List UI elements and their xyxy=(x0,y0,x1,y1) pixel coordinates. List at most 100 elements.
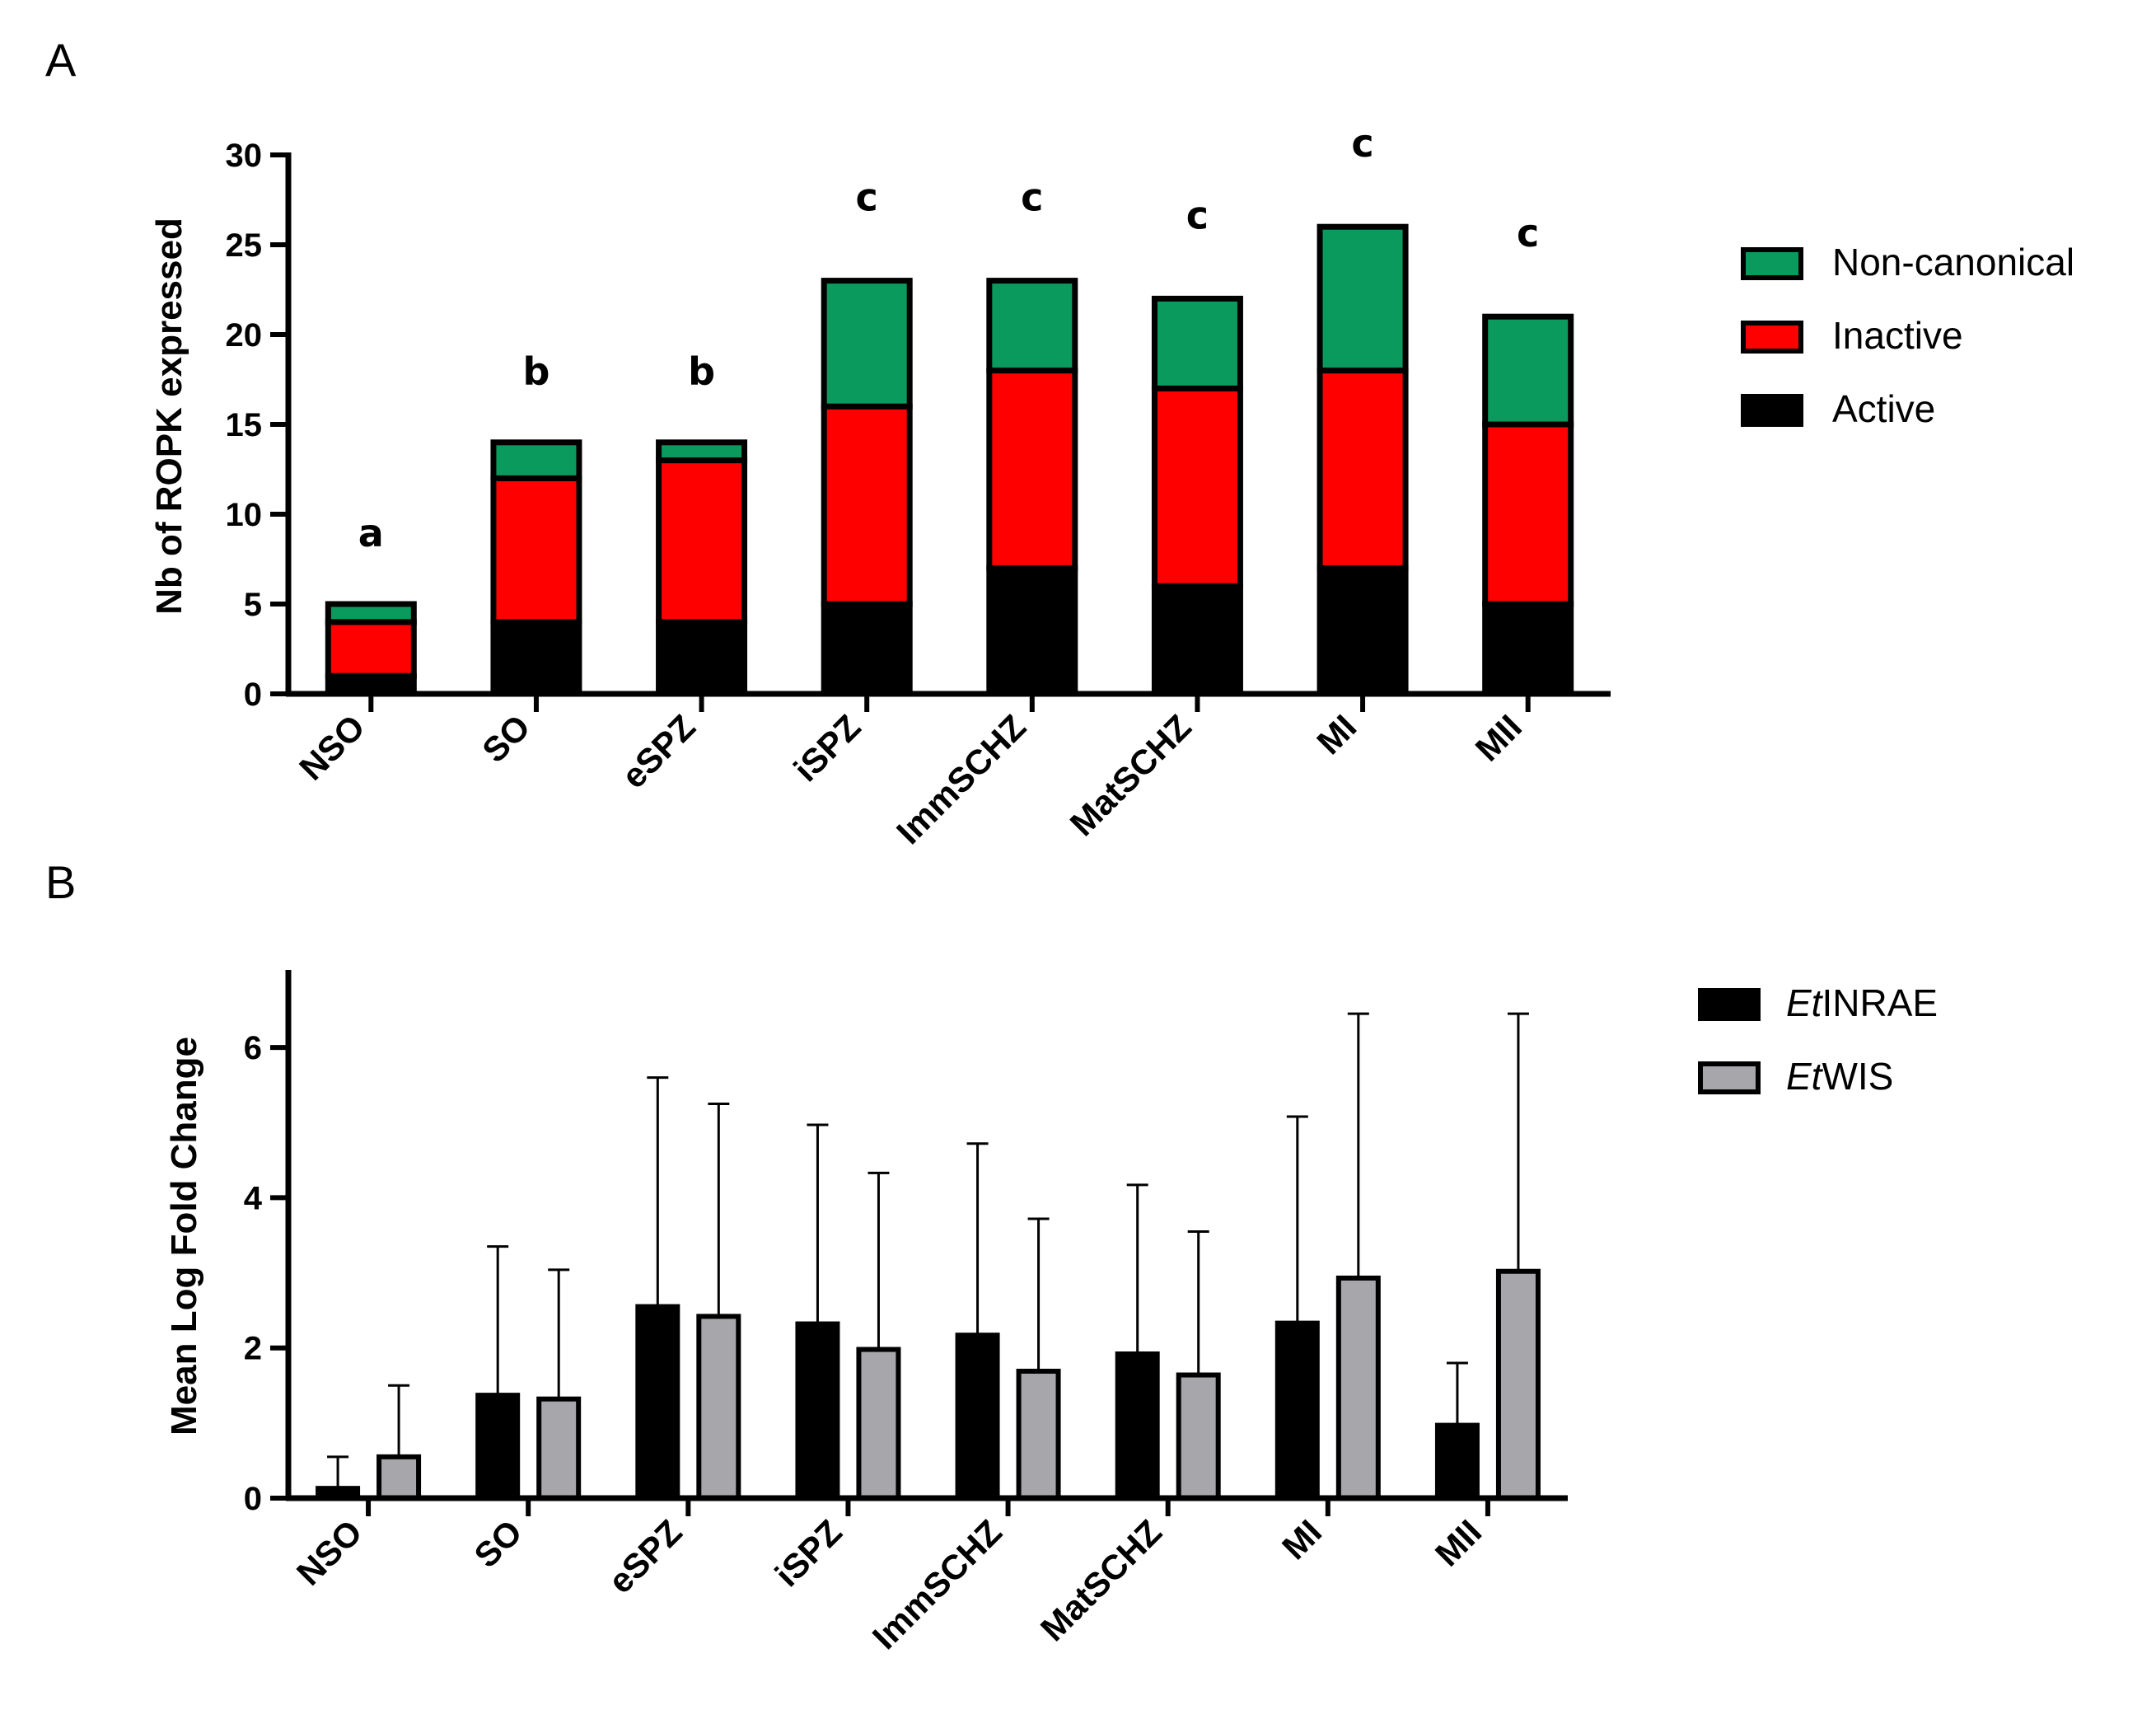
y-tick-label-10: 10 xyxy=(226,497,263,533)
panel-a-bars xyxy=(325,223,1574,697)
legend-label-italic-part: Et xyxy=(1786,981,1824,1024)
significance-letter-so: b xyxy=(522,349,550,394)
bar-inactive-espz xyxy=(656,457,748,625)
bar-inactive-ispz xyxy=(821,403,913,607)
bar-non-canonical-espz xyxy=(656,439,748,464)
y-tick-label-4: 4 xyxy=(244,1180,263,1216)
panel-a-y-tick-labels: 0 5 10 15 20 25 30 xyxy=(226,138,263,713)
x-tick-label-so: SO xyxy=(475,707,537,770)
legend-swatch-active xyxy=(1741,394,1803,427)
bar-active-mii xyxy=(1482,601,1574,697)
legend-swatch-non-canonical xyxy=(1741,247,1803,280)
legend-label-non-canonical: Non-canonical xyxy=(1832,241,2074,283)
bar-inactive-nso xyxy=(325,619,417,679)
x-tick-label-nso: NSO xyxy=(289,1512,370,1593)
bar-active-immschz xyxy=(986,564,1078,697)
y-tick-label-30: 30 xyxy=(226,138,263,174)
y-tick-label-6: 6 xyxy=(244,1030,262,1066)
panel-a-y-axis-title: Nb of ROPK expressed xyxy=(149,218,189,615)
legend-label-regular-part: WIS xyxy=(1822,1055,1893,1098)
x-tick-label-matschz: MatSCHZ xyxy=(1033,1512,1169,1648)
y-tick-label-5: 5 xyxy=(244,587,262,623)
bar-non-canonical-matschz xyxy=(1151,295,1243,391)
x-tick-label-nso: NSO xyxy=(292,707,372,788)
significance-letter-nso: a xyxy=(358,511,384,555)
bar-etinrae-mii xyxy=(1434,1422,1480,1501)
bar-active-mi xyxy=(1317,564,1409,697)
x-tick-label-mii: MII xyxy=(1468,707,1529,768)
legend-label-italic-part: Et xyxy=(1786,1055,1824,1098)
significance-letter-ispz: c xyxy=(856,176,878,220)
legend-swatch-etinrae xyxy=(1698,988,1761,1021)
y-tick-label-20: 20 xyxy=(226,317,263,354)
panel-b-y-tick-labels: 0 2 4 6 xyxy=(244,1030,263,1517)
bar-active-espz xyxy=(656,619,748,697)
x-tick-label-mi: MI xyxy=(1309,707,1363,761)
bar-etwis-ispz xyxy=(856,1347,901,1501)
bar-etinrae-ispz xyxy=(795,1321,840,1501)
bar-etinrae-matschz xyxy=(1115,1351,1160,1501)
bar-non-canonical-ispz xyxy=(821,278,913,410)
bar-inactive-matschz xyxy=(1151,385,1243,589)
legend-label-inactive: Inactive xyxy=(1832,314,1963,357)
bar-etinrae-so xyxy=(475,1393,521,1501)
x-tick-label-mii: MII xyxy=(1428,1512,1489,1573)
x-tick-label-espz: eSPZ xyxy=(614,707,703,796)
bar-active-matschz xyxy=(1151,583,1243,697)
bar-non-canonical-immschz xyxy=(986,278,1078,374)
x-tick-label-matschz: MatSCHZ xyxy=(1063,707,1199,843)
x-tick-label-espz: eSPZ xyxy=(601,1512,690,1601)
bar-inactive-mi xyxy=(1317,368,1409,571)
panel-letter-b: B xyxy=(45,856,76,908)
y-tick-label-2: 2 xyxy=(244,1331,262,1367)
panel-a-x-tick-labels: NSO SO eSPZ iSPZ ImmSCHZ MatSCHZ MI MII xyxy=(292,707,1529,851)
significance-letter-espz: b xyxy=(688,349,715,394)
bar-etinrae-espz xyxy=(635,1304,680,1501)
y-tick-label-25: 25 xyxy=(226,227,263,264)
panel-b-error-bars xyxy=(327,1012,1529,1489)
bar-etwis-espz xyxy=(696,1314,741,1501)
legend-label-etwis: EtWIS xyxy=(1786,1055,1893,1098)
significance-letter-matschz: c xyxy=(1186,193,1209,237)
bar-active-so xyxy=(490,619,582,697)
panel-b-bars xyxy=(316,1268,1541,1501)
panel-a-legend: Non-canonical Inactive Active xyxy=(1741,241,2074,430)
bar-etwis-mii xyxy=(1495,1268,1541,1501)
legend-label-etinrae: EtINRAE xyxy=(1786,981,1938,1024)
significance-letter-mii: c xyxy=(1517,211,1539,255)
bar-inactive-so xyxy=(490,475,582,625)
bar-non-canonical-mii xyxy=(1482,313,1574,428)
bar-etinrae-immschz xyxy=(955,1333,1000,1501)
bar-etwis-so xyxy=(536,1396,582,1501)
legend-swatch-inactive xyxy=(1741,321,1803,354)
panel-b-x-tick-labels: NSO SO eSPZ iSPZ ImmSCHZ MatSCHZ MI MII xyxy=(289,1512,1489,1656)
bar-inactive-immschz xyxy=(986,368,1078,571)
x-tick-label-ispz: iSPZ xyxy=(768,1512,849,1594)
bar-inactive-mii xyxy=(1482,421,1574,607)
panel-letter-a: A xyxy=(45,34,77,86)
panel-a-significance-letters: a b b c c c c c xyxy=(358,121,1540,555)
x-tick-label-mi: MI xyxy=(1274,1512,1329,1567)
x-tick-label-immschz: ImmSCHZ xyxy=(865,1512,1009,1656)
panel-b-axes xyxy=(270,970,1568,1516)
panel-b-grouped-bar-chart: NSO SO eSPZ iSPZ ImmSCHZ MatSCHZ MI MII 0 2 4 6 Me… xyxy=(164,970,1938,1656)
panel-b-y-axis-title: Mean Log Fold Change xyxy=(164,1037,204,1436)
panel-a-stacked-bar-chart: a b b c c c c c NSO SO eSPZ iSPZ ImmSCHZ MatSCHZ MI MI… xyxy=(149,121,2074,851)
legend-label-active: Active xyxy=(1832,387,1935,430)
y-tick-label-15: 15 xyxy=(226,407,263,443)
x-tick-label-immschz: ImmSCHZ xyxy=(889,707,1033,851)
bar-etwis-mi xyxy=(1335,1275,1381,1501)
x-tick-label-so: SO xyxy=(466,1512,529,1575)
y-tick-label-0: 0 xyxy=(244,677,262,713)
x-tick-label-ispz: iSPZ xyxy=(786,707,868,789)
legend-swatch-etwis xyxy=(1698,1061,1761,1094)
bar-etinrae-mi xyxy=(1274,1320,1320,1501)
bar-etwis-immschz xyxy=(1016,1368,1061,1501)
bar-non-canonical-so xyxy=(490,439,582,481)
bar-non-canonical-mi xyxy=(1317,223,1409,374)
y-tick-label-0: 0 xyxy=(244,1481,262,1517)
bar-non-canonical-nso xyxy=(325,601,417,625)
significance-letter-mi: c xyxy=(1351,121,1373,166)
